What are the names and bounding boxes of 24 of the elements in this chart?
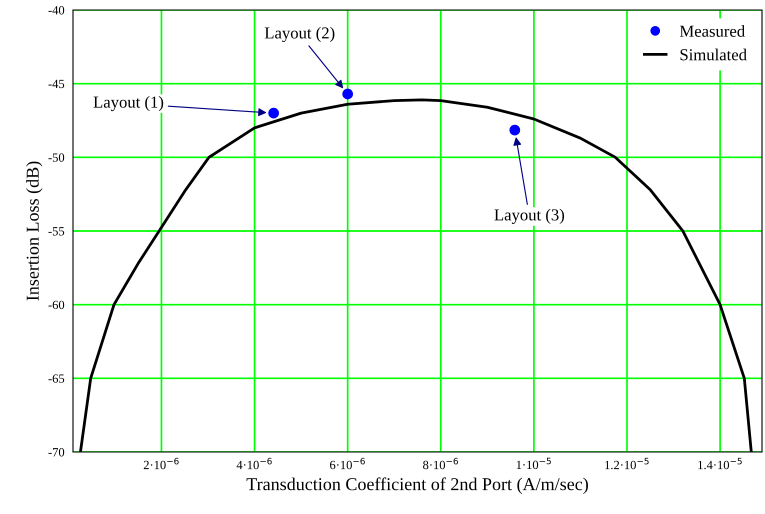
annotation: Layout (2) (264, 26, 334, 42)
y-tick-label: -60 (48, 300, 64, 310)
x-tick-label: 1·10$^{−5}$ (516, 458, 551, 470)
y-axis-title: Insertion Loss (dB) (26, 162, 42, 301)
y-tick-label: -55 (48, 227, 64, 236)
x-axis-title: Transduction Coefficient of 2nd Port (A/m/sec) (246, 477, 588, 494)
annotation: Layout (1) (94, 96, 164, 112)
x-tick-label: 1.4·10$^{−5}$ (698, 458, 742, 470)
x-tick-label: 1.2·10$^{−5}$ (605, 458, 649, 470)
legend-label: Measured (680, 25, 745, 37)
point (342, 88, 354, 100)
point (509, 124, 520, 136)
y-tick-label: -50 (48, 153, 64, 162)
x-tick-label: 2·10$^{−6}$ (144, 458, 179, 470)
y-tick-label: -45 (48, 80, 64, 88)
annotation: Layout (3) (494, 208, 564, 224)
y-tick-label: -65 (48, 374, 64, 383)
y-tick-label: -40 (48, 6, 64, 14)
x-tick-label: 4·10$^{−6}$ (236, 458, 272, 470)
legend-label: Simulated (680, 48, 747, 60)
point (268, 108, 279, 118)
x-tick-label: 6·10$^{−6}$ (330, 458, 365, 470)
x-tick-label: 8·10$^{−6}$ (423, 458, 458, 470)
y-tick-label: -70 (48, 448, 64, 456)
